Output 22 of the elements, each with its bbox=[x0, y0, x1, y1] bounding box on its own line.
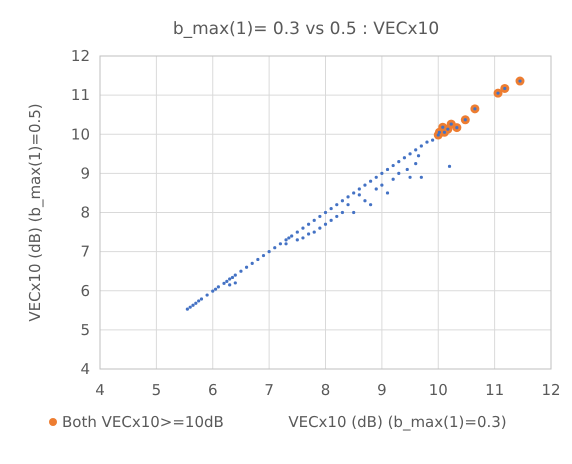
y-tick-label: 8 bbox=[80, 204, 90, 222]
legend-label: Both VECx10>=10dB bbox=[62, 413, 224, 431]
chart-title: b_max(1)= 0.3 vs 0.5 : VECx10 bbox=[172, 19, 440, 39]
x-tick-label: 10 bbox=[428, 381, 448, 399]
x-tick-label: 8 bbox=[320, 381, 330, 399]
y-tick-label: 4 bbox=[80, 360, 90, 378]
x-tick-label: 6 bbox=[208, 381, 218, 399]
x-axis-title: VECx10 (dB) (b_max(1)=0.3) bbox=[288, 413, 507, 431]
y-tick-label: 7 bbox=[80, 242, 90, 261]
y-tick-label: 11 bbox=[70, 86, 90, 104]
y-tick-label: 6 bbox=[80, 282, 90, 300]
y-tick-label: 9 bbox=[80, 164, 90, 182]
x-tick-label: 7 bbox=[264, 381, 274, 399]
y-tick-label: 12 bbox=[70, 47, 90, 65]
y-tick-label: 5 bbox=[80, 320, 90, 339]
y-tick-label: 10 bbox=[70, 125, 90, 144]
x-tick-label: 9 bbox=[377, 381, 387, 399]
y-axis-title: VECx10 (dB) (b_max(1)=0.5) bbox=[26, 103, 44, 322]
x-tick-label: 12 bbox=[541, 381, 561, 399]
x-tick-label: 11 bbox=[485, 381, 504, 399]
x-tick-label: 5 bbox=[152, 381, 162, 399]
x-tick-label: 4 bbox=[95, 381, 105, 399]
